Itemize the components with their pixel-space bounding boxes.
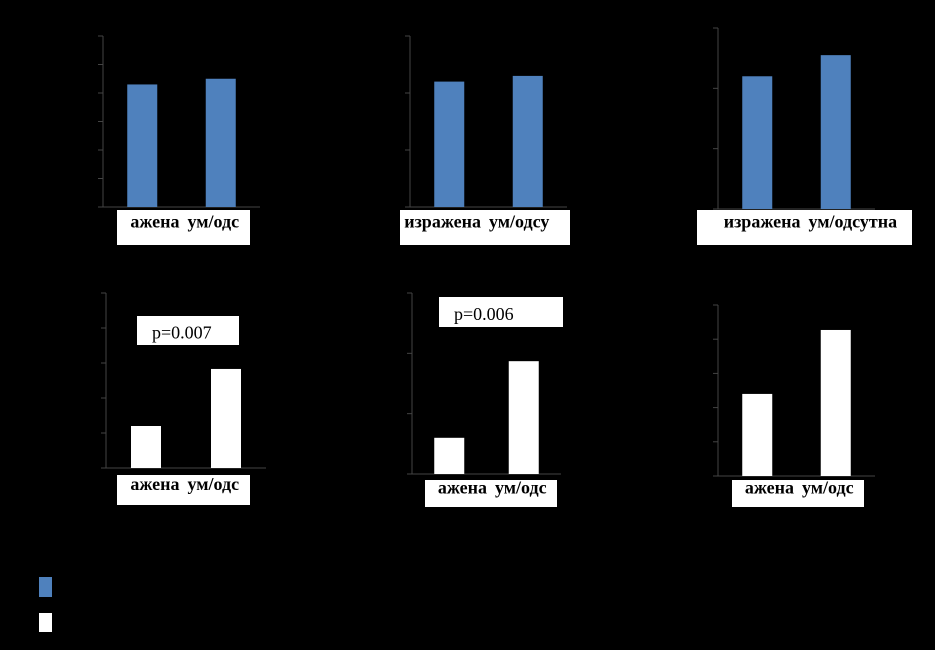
bar bbox=[205, 78, 236, 207]
annotation: p=0.007 bbox=[152, 323, 212, 343]
bar bbox=[131, 426, 161, 468]
bar bbox=[434, 437, 465, 474]
bar bbox=[820, 55, 851, 210]
x-tick-label: ажена bbox=[438, 478, 487, 498]
x-tick-label: ум/одс bbox=[802, 478, 854, 498]
annotation-box bbox=[439, 297, 563, 327]
bar bbox=[742, 76, 773, 210]
annotation-box bbox=[137, 316, 239, 345]
bar bbox=[211, 368, 241, 468]
label-box bbox=[117, 475, 250, 505]
annotation: p=0.006 bbox=[454, 304, 514, 324]
x-tick-label: ум/одсутна bbox=[809, 212, 898, 232]
bar bbox=[508, 361, 539, 474]
x-tick-label: ум/одс bbox=[188, 212, 240, 232]
label-box bbox=[117, 210, 250, 245]
x-tick-label: изражена bbox=[724, 212, 801, 232]
x-tick-label: ум/одсу bbox=[489, 212, 549, 232]
x-tick-label: ажена bbox=[130, 474, 179, 494]
label-box bbox=[697, 210, 912, 245]
x-tick-label: ажена bbox=[130, 212, 179, 232]
x-tick-label: изражена bbox=[404, 212, 481, 232]
legend-swatch bbox=[39, 613, 52, 632]
bar bbox=[820, 329, 851, 476]
x-tick-label: ажена bbox=[745, 478, 794, 498]
bar bbox=[127, 84, 158, 207]
x-tick-label: ум/одс bbox=[188, 474, 240, 494]
bar bbox=[434, 81, 465, 207]
label-box bbox=[400, 210, 570, 245]
label-box bbox=[425, 480, 557, 507]
x-tick-label: ум/одс bbox=[495, 478, 547, 498]
bar bbox=[742, 393, 773, 476]
label-box bbox=[732, 480, 864, 507]
bar bbox=[512, 75, 543, 208]
legend-swatch bbox=[39, 577, 52, 597]
